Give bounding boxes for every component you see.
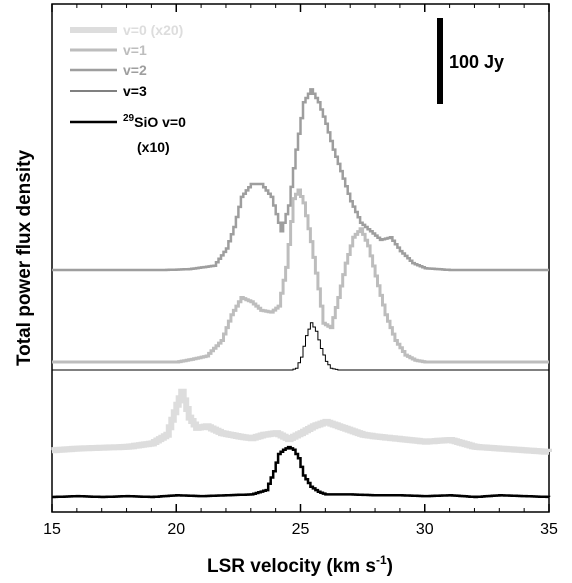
- legend-label-v0: v=0 (x20): [123, 22, 183, 38]
- x-tick-label-35: 35: [540, 521, 558, 538]
- scale-bar-label: 100 Jy: [449, 52, 504, 72]
- legend: v=0 (x20) v=1 v=2 v=3 29SiO v=0 (x10): [70, 22, 186, 155]
- trace-v0: [51, 388, 552, 455]
- legend-label-v3: v=3: [123, 83, 147, 99]
- legend-label-v1: v=1: [123, 42, 147, 58]
- scale-bar: 100 Jy: [437, 18, 504, 104]
- trace-29sio: [52, 445, 551, 499]
- legend-label-29sio-scale: (x10): [137, 139, 170, 155]
- x-axis-label-main: LSR velocity (km s: [207, 556, 376, 577]
- spectral-traces: [51, 88, 552, 499]
- legend-label-v2: v=2: [123, 62, 147, 78]
- x-axis-label: LSR velocity (km s-1): [207, 553, 393, 577]
- x-tick-label-20: 20: [167, 521, 185, 538]
- x-tick-label-30: 30: [416, 521, 434, 538]
- legend-label-29sio-text: SiO v=0: [134, 114, 186, 130]
- x-tick-label-25: 25: [292, 521, 310, 538]
- trace-v2: [52, 88, 549, 272]
- trace-v3: [52, 322, 549, 371]
- trace-v1: [52, 188, 549, 364]
- x-axis-ticks: 15 20 25 30 35: [43, 4, 558, 538]
- x-tick-label-15: 15: [43, 521, 61, 538]
- x-axis-label-exponent: -1: [376, 553, 387, 567]
- x-axis-label-close: ): [387, 556, 393, 577]
- legend-label-29sio: 29SiO v=0: [123, 113, 186, 130]
- legend-label-29sio-isotope: 29: [123, 113, 135, 124]
- y-axis-label: Total power flux density: [14, 150, 35, 366]
